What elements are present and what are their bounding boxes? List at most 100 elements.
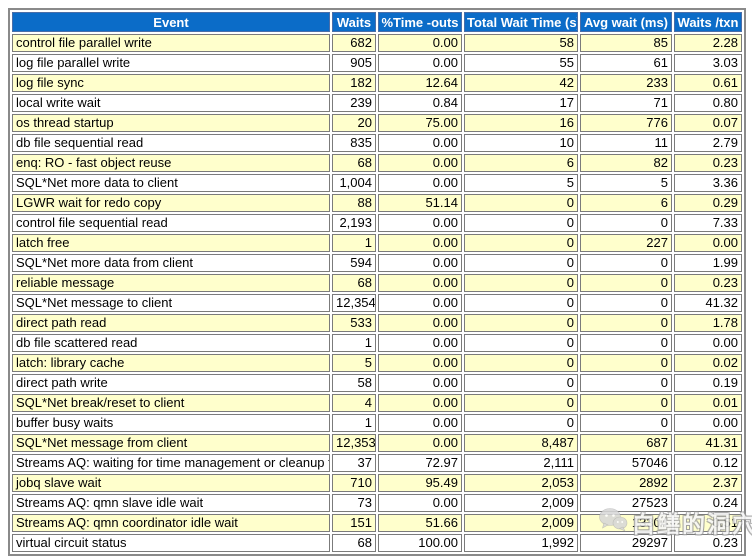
waits-per-txn-value: 0.02 bbox=[674, 354, 742, 372]
total-wait-time-s-value: 0 bbox=[464, 314, 578, 332]
table-row: jobq slave wait 710 95.49 2,053 2892 2.37 bbox=[12, 474, 742, 492]
event-name: db file scattered read bbox=[12, 334, 330, 352]
total-wait-time-s-value: 0 bbox=[464, 234, 578, 252]
event-name: LGWR wait for redo copy bbox=[12, 194, 330, 212]
table-row: log file parallel write 905 0.00 55 61 3.03 bbox=[12, 54, 742, 72]
waits-value: 239 bbox=[332, 94, 376, 112]
avg-wait-ms-value: 29297 bbox=[580, 534, 672, 552]
event-name: jobq slave wait bbox=[12, 474, 330, 492]
waits-per-txn-value: 0.19 bbox=[674, 374, 742, 392]
table-row: direct path read 533 0.00 0 0 1.78 bbox=[12, 314, 742, 332]
avg-wait-ms-value: 82 bbox=[580, 154, 672, 172]
event-name: Streams AQ: waiting for time management … bbox=[12, 454, 330, 472]
pct-time-outs-value: 0.84 bbox=[378, 94, 462, 112]
waits-per-txn-value: 1.78 bbox=[674, 314, 742, 332]
column-header-pct-time-outs: %Time -outs bbox=[378, 12, 462, 32]
waits-value: 594 bbox=[332, 254, 376, 272]
column-header-waits: Waits bbox=[332, 12, 376, 32]
pct-time-outs-value: 0.00 bbox=[378, 154, 462, 172]
waits-value: 58 bbox=[332, 374, 376, 392]
total-wait-time-s-value: 2,009 bbox=[464, 514, 578, 532]
column-header-event: Event bbox=[12, 12, 330, 32]
pct-time-outs-value: 0.00 bbox=[378, 294, 462, 312]
waits-per-txn-value: 7.33 bbox=[674, 214, 742, 232]
waits-value: 1,004 bbox=[332, 174, 376, 192]
pct-time-outs-value: 72.97 bbox=[378, 454, 462, 472]
total-wait-time-s-value: 0 bbox=[464, 374, 578, 392]
avg-wait-ms-value: 11 bbox=[580, 134, 672, 152]
avg-wait-ms-value: 0 bbox=[580, 214, 672, 232]
pct-time-outs-value: 51.14 bbox=[378, 194, 462, 212]
waits-per-txn-value: 2.28 bbox=[674, 34, 742, 52]
waits-value: 835 bbox=[332, 134, 376, 152]
pct-time-outs-value: 95.49 bbox=[378, 474, 462, 492]
avg-wait-ms-value: 13304 bbox=[580, 514, 672, 532]
total-wait-time-s-value: 2,111 bbox=[464, 454, 578, 472]
total-wait-time-s-value: 0 bbox=[464, 214, 578, 232]
waits-per-txn-value: 3.36 bbox=[674, 174, 742, 192]
pct-time-outs-value: 0.00 bbox=[378, 354, 462, 372]
waits-value: 182 bbox=[332, 74, 376, 92]
pct-time-outs-value: 0.00 bbox=[378, 254, 462, 272]
waits-per-txn-value: 2.37 bbox=[674, 474, 742, 492]
waits-per-txn-value: 0.00 bbox=[674, 334, 742, 352]
total-wait-time-s-value: 42 bbox=[464, 74, 578, 92]
pct-time-outs-value: 0.00 bbox=[378, 334, 462, 352]
waits-value: 905 bbox=[332, 54, 376, 72]
avg-wait-ms-value: 0 bbox=[580, 294, 672, 312]
waits-per-txn-value: 3.03 bbox=[674, 54, 742, 72]
table-row: LGWR wait for redo copy 88 51.14 0 6 0.29 bbox=[12, 194, 742, 212]
avg-wait-ms-value: 0 bbox=[580, 334, 672, 352]
total-wait-time-s-value: 10 bbox=[464, 134, 578, 152]
avg-wait-ms-value: 61 bbox=[580, 54, 672, 72]
event-name: reliable message bbox=[12, 274, 330, 292]
table-row: Streams AQ: waiting for time management … bbox=[12, 454, 742, 472]
waits-per-txn-value: 0.51 bbox=[674, 514, 742, 532]
event-name: enq: RO - fast object reuse bbox=[12, 154, 330, 172]
column-header-total-wait-time-s: Total Wait Time (s) bbox=[464, 12, 578, 32]
waits-value: 1 bbox=[332, 234, 376, 252]
total-wait-time-s-value: 0 bbox=[464, 294, 578, 312]
waits-value: 12,353 bbox=[332, 434, 376, 452]
event-name: SQL*Net break/reset to client bbox=[12, 394, 330, 412]
pct-time-outs-value: 0.00 bbox=[378, 214, 462, 232]
total-wait-time-s-value: 0 bbox=[464, 394, 578, 412]
waits-per-txn-value: 1.99 bbox=[674, 254, 742, 272]
total-wait-time-s-value: 0 bbox=[464, 354, 578, 372]
event-name: control file parallel write bbox=[12, 34, 330, 52]
event-name: local write wait bbox=[12, 94, 330, 112]
waits-per-txn-value: 0.23 bbox=[674, 154, 742, 172]
total-wait-time-s-value: 0 bbox=[464, 334, 578, 352]
avg-wait-ms-value: 233 bbox=[580, 74, 672, 92]
total-wait-time-s-value: 58 bbox=[464, 34, 578, 52]
waits-value: 73 bbox=[332, 494, 376, 512]
table-row: local write wait 239 0.84 17 71 0.80 bbox=[12, 94, 742, 112]
event-name: SQL*Net message from client bbox=[12, 434, 330, 452]
table-row: log file sync 182 12.64 42 233 0.61 bbox=[12, 74, 742, 92]
event-name: control file sequential read bbox=[12, 214, 330, 232]
header-row: Event Waits %Time -outs Total Wait Time (s)… bbox=[12, 12, 742, 32]
avg-wait-ms-value: 5 bbox=[580, 174, 672, 192]
avg-wait-ms-value: 0 bbox=[580, 374, 672, 392]
waits-per-txn-value: 0.80 bbox=[674, 94, 742, 112]
table-row: direct path write 58 0.00 0 0 0.19 bbox=[12, 374, 742, 392]
table-body: control file parallel write 682 0.00 58 85 2.… bbox=[12, 34, 742, 552]
total-wait-time-s-value: 2,053 bbox=[464, 474, 578, 492]
waits-value: 1 bbox=[332, 414, 376, 432]
waits-value: 37 bbox=[332, 454, 376, 472]
pct-time-outs-value: 0.00 bbox=[378, 134, 462, 152]
avg-wait-ms-value: 0 bbox=[580, 354, 672, 372]
waits-per-txn-value: 0.00 bbox=[674, 234, 742, 252]
wait-events-table: Event Waits %Time -outs Total Wait Time (s)… bbox=[8, 8, 746, 556]
table-row: SQL*Net message from client 12,353 0.00 8,4… bbox=[12, 434, 742, 452]
table-row: db file scattered read 1 0.00 0 0 0.00 bbox=[12, 334, 742, 352]
waits-per-txn-value: 0.12 bbox=[674, 454, 742, 472]
table-row: Streams AQ: qmn coordinator idle wait 151… bbox=[12, 514, 742, 532]
event-name: direct path read bbox=[12, 314, 330, 332]
waits-value: 68 bbox=[332, 154, 376, 172]
event-name: latch free bbox=[12, 234, 330, 252]
waits-value: 2,193 bbox=[332, 214, 376, 232]
waits-per-txn-value: 41.31 bbox=[674, 434, 742, 452]
avg-wait-ms-value: 6 bbox=[580, 194, 672, 212]
table-row: buffer busy waits 1 0.00 0 0 0.00 bbox=[12, 414, 742, 432]
